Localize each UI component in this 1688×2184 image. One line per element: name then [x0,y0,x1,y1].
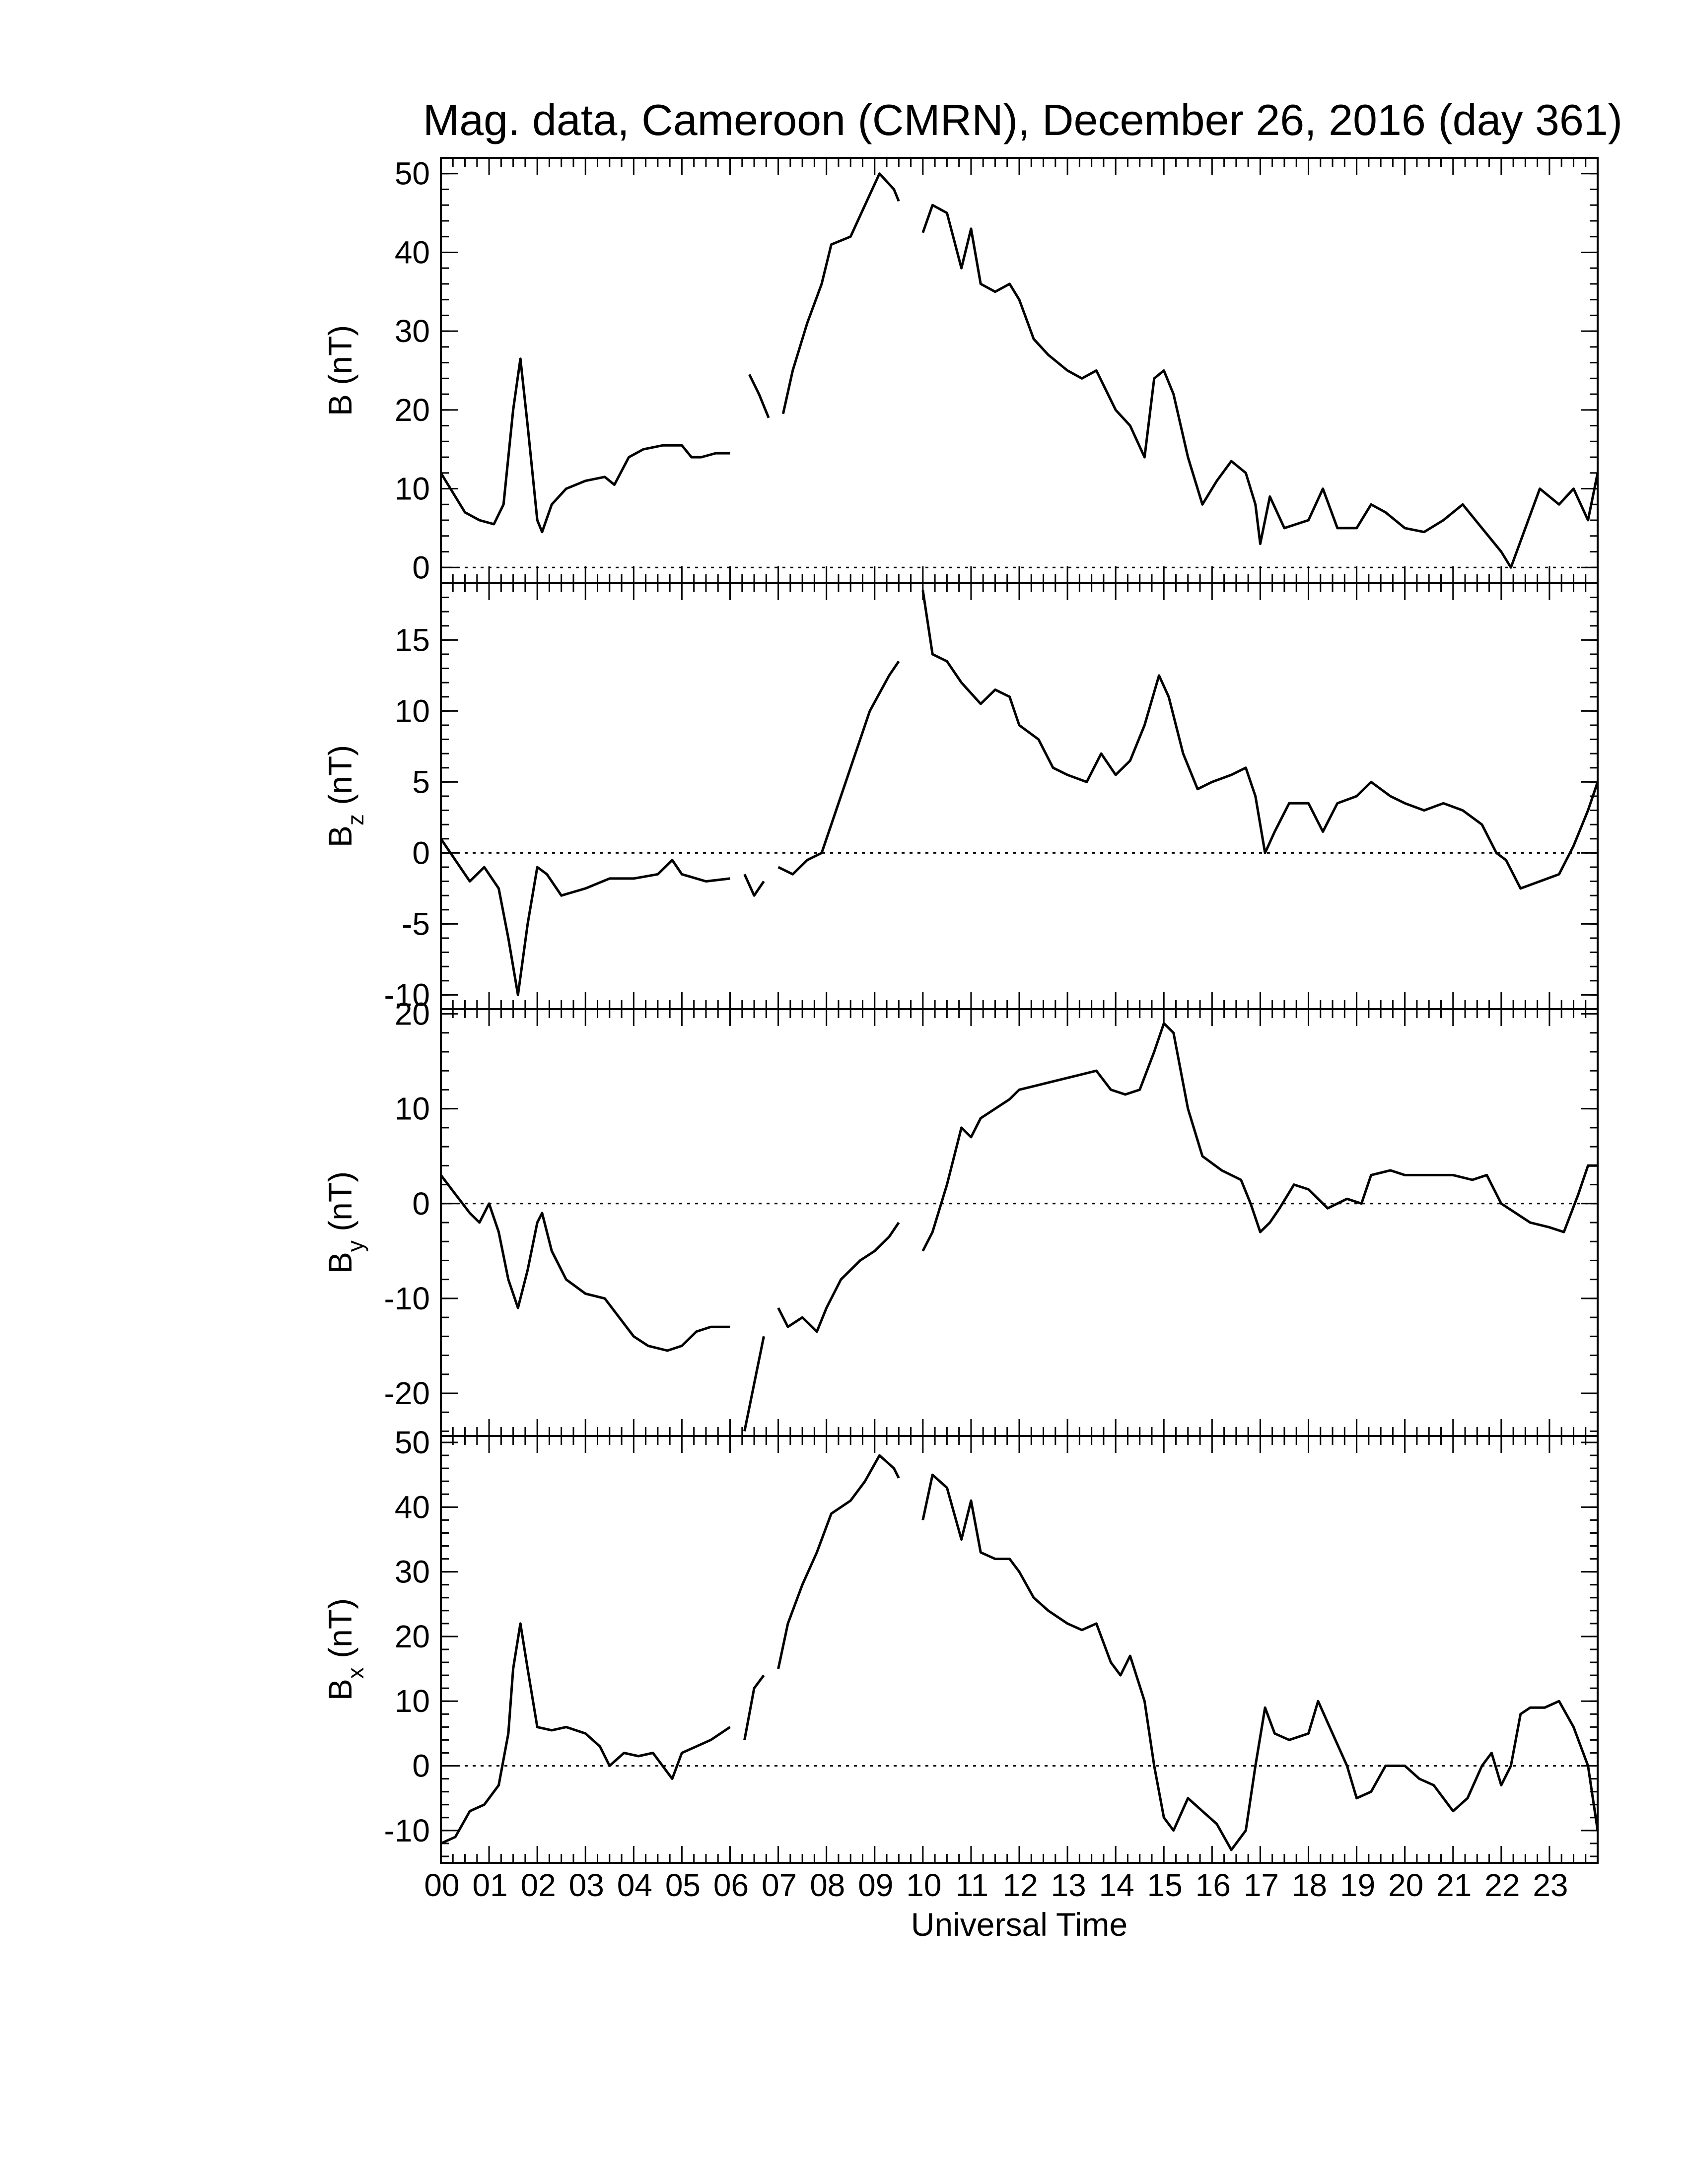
y-tick-label: 30 [395,313,430,349]
y-tick-label: 5 [412,764,430,800]
x-tick-label: 09 [858,1867,893,1903]
y-tick-label: 10 [395,1683,430,1719]
y-tick-label: 20 [395,1619,430,1654]
y-tick-label: 10 [395,1091,430,1127]
x-tick-label: 04 [617,1867,652,1903]
y-tick-label: -10 [384,1281,430,1316]
series-line-segment [921,590,1599,890]
series-line-segment [440,1174,730,1352]
y-tick-label: 40 [395,234,430,270]
series-line-segment [921,204,1599,569]
x-tick-label: 02 [521,1867,556,1903]
x-tick-label: 17 [1244,1867,1279,1903]
y-tick-label: 20 [395,392,430,428]
panel-3: -10 0 10 20 30 40 50 Bx (nT) [322,1425,1599,1864]
panel-frame [440,157,1599,584]
series-line-segment [777,660,900,876]
y-tick-label: 15 [395,622,430,658]
series-line-segment [439,357,730,534]
y-tick-label: 0 [412,1748,430,1784]
y-tick-label: 30 [395,1554,430,1590]
y-axis-label-unit: (nT) [322,1171,358,1240]
y-tick-label: 10 [395,471,430,507]
panel-frame [440,1435,1599,1864]
y-tick-label: -10 [384,977,430,1013]
y-axis-label-subscript: y [343,1240,368,1252]
x-tick-label: 00 [424,1867,459,1903]
panel-frame [440,582,1599,1010]
series-line-segment [777,1454,900,1669]
y-tick-label: 50 [395,156,430,192]
y-axis-label-unit: (nT) [322,325,358,394]
x-tick-label: 10 [906,1867,941,1903]
x-tick-label: 15 [1147,1867,1183,1903]
series-line-segment [743,1336,765,1432]
x-tick-label: 20 [1388,1867,1423,1903]
x-tick-label: 22 [1484,1867,1520,1903]
x-tick-label: 12 [1002,1867,1038,1903]
y-tick-label: -20 [384,1375,430,1411]
x-tick-label: 08 [810,1867,845,1903]
panels-group: 0 10 20 30 40 50 B (nT) -10 -5 0 5 10 15 Bz (nT) -20 -1… [322,156,1599,1864]
panel-1: -10 -5 0 5 10 15 Bz (nT) [322,582,1599,1013]
y-tick-label: -10 [384,1813,430,1848]
series-line-segment [777,1222,900,1333]
series-line-segment [743,1674,765,1740]
y-tick-label: 50 [395,1425,430,1460]
x-tick-label: 05 [665,1867,701,1903]
y-tick-label: 0 [412,1186,430,1222]
y-axis-label: Bx (nT) [322,1598,368,1701]
x-tick-label: 14 [1099,1867,1134,1903]
x-tick-label: 07 [762,1867,797,1903]
x-tick-label: 23 [1533,1867,1568,1903]
x-tick-label: 11 [956,1867,988,1903]
y-tick-label: 0 [412,835,430,871]
series-line-segment [921,1022,1598,1252]
series-line-segment [440,1622,731,1845]
x-axis-label: Universal Time [911,1906,1127,1943]
panel-0: 0 10 20 30 40 50 B (nT) [322,156,1599,585]
y-tick-label: 20 [395,996,430,1032]
chart-title: Mag. data, Cameroon (CMRN), December 26,… [423,95,1622,144]
x-tick-label: 13 [1051,1867,1086,1903]
y-tick-label: -5 [402,906,430,942]
panel-2: -20 -10 0 10 20 By (nT) [322,996,1599,1437]
y-axis-label-main: B [322,394,358,416]
y-axis-label-subscript: z [343,814,368,825]
y-axis-label-main: B [322,1252,358,1274]
y-axis-label-main: B [322,825,358,847]
y-tick-label: 0 [412,549,430,585]
x-tick-label: 06 [713,1867,749,1903]
series-line-segment [921,1473,1599,1851]
y-axis-label-unit: (nT) [322,1598,358,1667]
x-axis-tick-labels: 00 01 02 03 04 05 06 07 08 09 10 11 12 13 14 15 16 17 18 19… [424,1867,1568,1903]
y-axis-label-subscript: x [343,1667,368,1679]
series-line-segment [439,838,730,996]
y-tick-label: 10 [395,693,430,729]
panel-frame [440,1008,1599,1437]
y-axis-label: Bz (nT) [322,745,368,847]
y-axis-label: By (nT) [322,1171,368,1274]
series-line-segment [781,172,900,414]
series-line-segment [748,374,770,418]
x-tick-label: 16 [1196,1867,1231,1903]
y-tick-label: 40 [395,1489,430,1525]
y-axis-label-unit: (nT) [322,745,358,814]
x-tick-label: 19 [1340,1867,1375,1903]
x-tick-label: 18 [1292,1867,1327,1903]
x-tick-label: 01 [472,1867,507,1903]
x-tick-label: 03 [569,1867,604,1903]
x-tick-label: 21 [1436,1867,1472,1903]
y-axis-label: B (nT) [322,325,358,416]
y-axis-label-main: B [322,1679,358,1701]
series-line-segment [743,874,765,897]
